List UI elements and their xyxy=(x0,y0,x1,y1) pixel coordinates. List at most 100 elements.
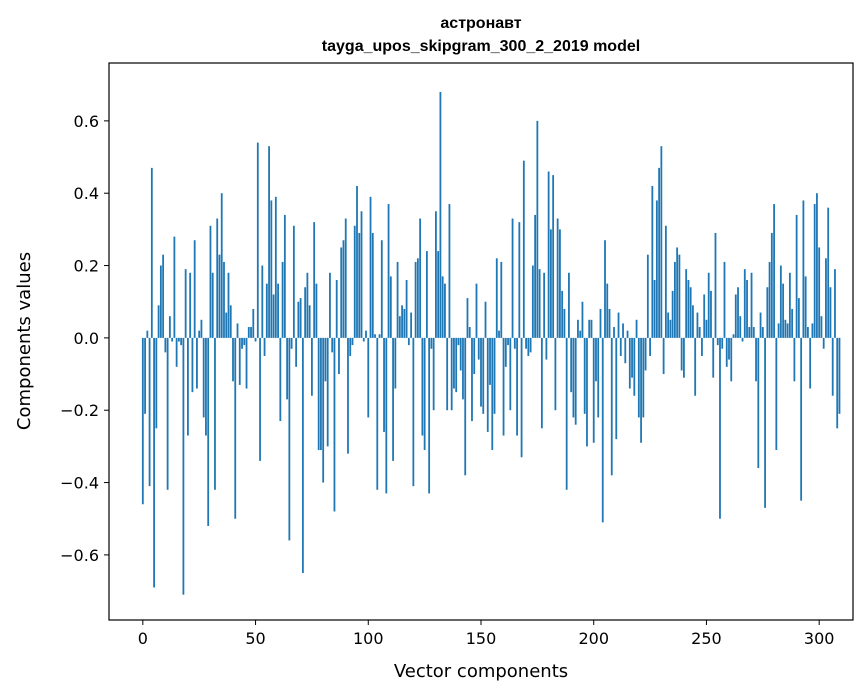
bar-component-63 xyxy=(283,214,286,338)
bar-component-243 xyxy=(689,287,692,338)
bar-component-189 xyxy=(568,272,570,338)
bar-component-100 xyxy=(367,337,370,418)
bar-component-53 xyxy=(261,265,264,338)
bar-component-290 xyxy=(795,214,798,338)
bar-component-270 xyxy=(750,272,753,338)
x-ticks: 0 50 100 150 200 250 300 xyxy=(138,620,834,648)
bar-component-6 xyxy=(155,337,158,429)
bar-component-140 xyxy=(457,337,460,346)
bar-component-285 xyxy=(784,319,787,338)
bar-component-204 xyxy=(601,337,604,523)
bar-component-206 xyxy=(606,283,609,338)
x-tick-label: 150 xyxy=(466,629,497,648)
bar-component-258 xyxy=(723,261,726,338)
bar-component-259 xyxy=(725,337,728,367)
bar-component-43 xyxy=(238,337,241,385)
bar-component-233 xyxy=(667,312,670,338)
bar-component-229 xyxy=(658,167,661,338)
bar-component-267 xyxy=(743,269,746,338)
bar-component-262 xyxy=(732,334,735,338)
bar-component-226 xyxy=(651,185,654,338)
bar-component-110 xyxy=(389,276,392,338)
bar-component-167 xyxy=(518,222,521,338)
bar-component-94 xyxy=(353,225,356,338)
bar-component-60 xyxy=(277,283,279,338)
bar-component-2 xyxy=(146,330,149,338)
bar-component-44 xyxy=(241,337,243,349)
bar-component-242 xyxy=(687,280,690,338)
bar-component-272 xyxy=(755,337,757,382)
bar-component-98 xyxy=(362,337,365,342)
bar-component-248 xyxy=(701,337,703,356)
bar-component-5 xyxy=(153,337,155,588)
bar-component-261 xyxy=(730,337,733,382)
bar-component-124 xyxy=(421,337,424,436)
bar-component-180 xyxy=(547,171,550,338)
bar-component-295 xyxy=(807,327,809,338)
bar-component-218 xyxy=(633,337,636,396)
bar-component-212 xyxy=(619,337,622,356)
bar-component-83 xyxy=(329,272,331,338)
x-tick-label: 100 xyxy=(353,629,384,648)
bar-component-181 xyxy=(549,229,552,338)
bar-component-88 xyxy=(340,247,343,338)
bar-component-228 xyxy=(655,200,658,338)
x-tick-label: 50 xyxy=(245,629,265,648)
bar-component-284 xyxy=(782,283,785,338)
bar-component-11 xyxy=(166,337,169,490)
bar-component-169 xyxy=(522,160,525,338)
bar-component-187 xyxy=(563,308,566,338)
bar-component-256 xyxy=(719,337,721,519)
bar-component-276 xyxy=(764,337,766,508)
bar-component-121 xyxy=(414,261,417,338)
bar-component-106 xyxy=(380,240,383,338)
plot-frame xyxy=(108,62,854,621)
bar-component-172 xyxy=(529,337,532,353)
bar-component-244 xyxy=(692,305,694,338)
bar-component-55 xyxy=(265,283,268,338)
bar-component-119 xyxy=(410,312,413,338)
bar-component-76 xyxy=(313,222,316,338)
bar-component-275 xyxy=(761,327,764,338)
bar-component-291 xyxy=(797,298,800,338)
bar-component-4 xyxy=(150,167,153,338)
bar-component-305 xyxy=(829,287,832,338)
bar-component-22 xyxy=(191,337,194,393)
bar-component-158 xyxy=(498,330,500,338)
bar-component-69 xyxy=(297,301,300,338)
bar-component-116 xyxy=(403,308,406,338)
bar-component-224 xyxy=(646,254,649,338)
bar-component-175 xyxy=(536,120,539,338)
bar-component-97 xyxy=(360,211,363,338)
bar-component-75 xyxy=(311,337,313,396)
bars-group xyxy=(141,91,841,595)
bar-component-54 xyxy=(263,337,266,356)
bar-component-50 xyxy=(254,337,257,342)
bar-component-103 xyxy=(374,334,376,338)
bar-component-160 xyxy=(502,337,505,436)
y-tick-label: 0.0 xyxy=(74,329,99,348)
bar-component-230 xyxy=(660,146,663,338)
bar-component-9 xyxy=(162,254,165,338)
bar-component-109 xyxy=(387,204,390,338)
bar-component-201 xyxy=(595,337,597,382)
bar-component-292 xyxy=(800,337,803,501)
bar-component-245 xyxy=(694,337,697,396)
bar-component-210 xyxy=(615,337,618,440)
bar-component-182 xyxy=(552,175,555,338)
bar-component-215 xyxy=(626,330,629,338)
bar-component-260 xyxy=(728,337,730,360)
bar-component-142 xyxy=(462,337,464,400)
bar-component-139 xyxy=(455,337,458,393)
bar-component-277 xyxy=(766,287,769,338)
bar-component-80 xyxy=(322,337,325,483)
bar-component-40 xyxy=(232,337,234,382)
bar-component-157 xyxy=(495,258,498,338)
bar-component-112 xyxy=(394,337,397,389)
bar-component-179 xyxy=(545,337,548,360)
bar-component-250 xyxy=(705,319,708,338)
bar-component-66 xyxy=(290,337,293,349)
bar-component-294 xyxy=(804,276,807,338)
y-tick-label: 0.6 xyxy=(74,112,99,131)
bar-component-149 xyxy=(477,337,480,360)
